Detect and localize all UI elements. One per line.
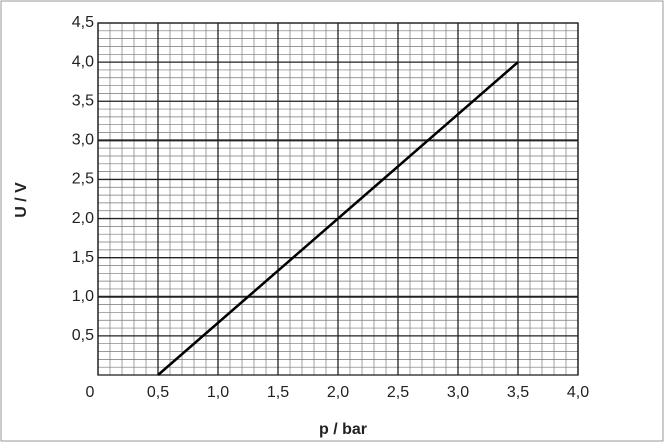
x-tick-label: 0,5 — [147, 384, 169, 401]
x-tick-label: 1,5 — [267, 384, 289, 401]
x-tick-label: 0 — [86, 384, 95, 401]
x-tick-label: 1,0 — [207, 384, 229, 401]
x-tick-label: 4,0 — [567, 384, 589, 401]
y-tick-label: 2,5 — [72, 171, 94, 188]
x-tick-label: 2,0 — [327, 384, 349, 401]
y-tick-label: 4,5 — [72, 14, 94, 31]
y-tick-label: 1,0 — [72, 288, 94, 305]
y-tick-label: 3,5 — [72, 92, 94, 109]
x-tick-label: 3,0 — [447, 384, 469, 401]
y-tick-label: 0,5 — [72, 327, 94, 344]
data-line — [157, 61, 519, 376]
x-tick-label: 2,5 — [387, 384, 409, 401]
y-tick-label: 4,0 — [72, 53, 94, 70]
y-tick-label: 2,0 — [72, 210, 94, 227]
x-tick-label: 3,5 — [507, 384, 529, 401]
x-axis-label: p / bar — [319, 421, 367, 438]
y-axis-label: U / V — [13, 182, 30, 218]
y-tick-label: 1,5 — [72, 249, 94, 266]
y-tick-label: 3,0 — [72, 132, 94, 149]
plot-border — [97, 22, 579, 376]
